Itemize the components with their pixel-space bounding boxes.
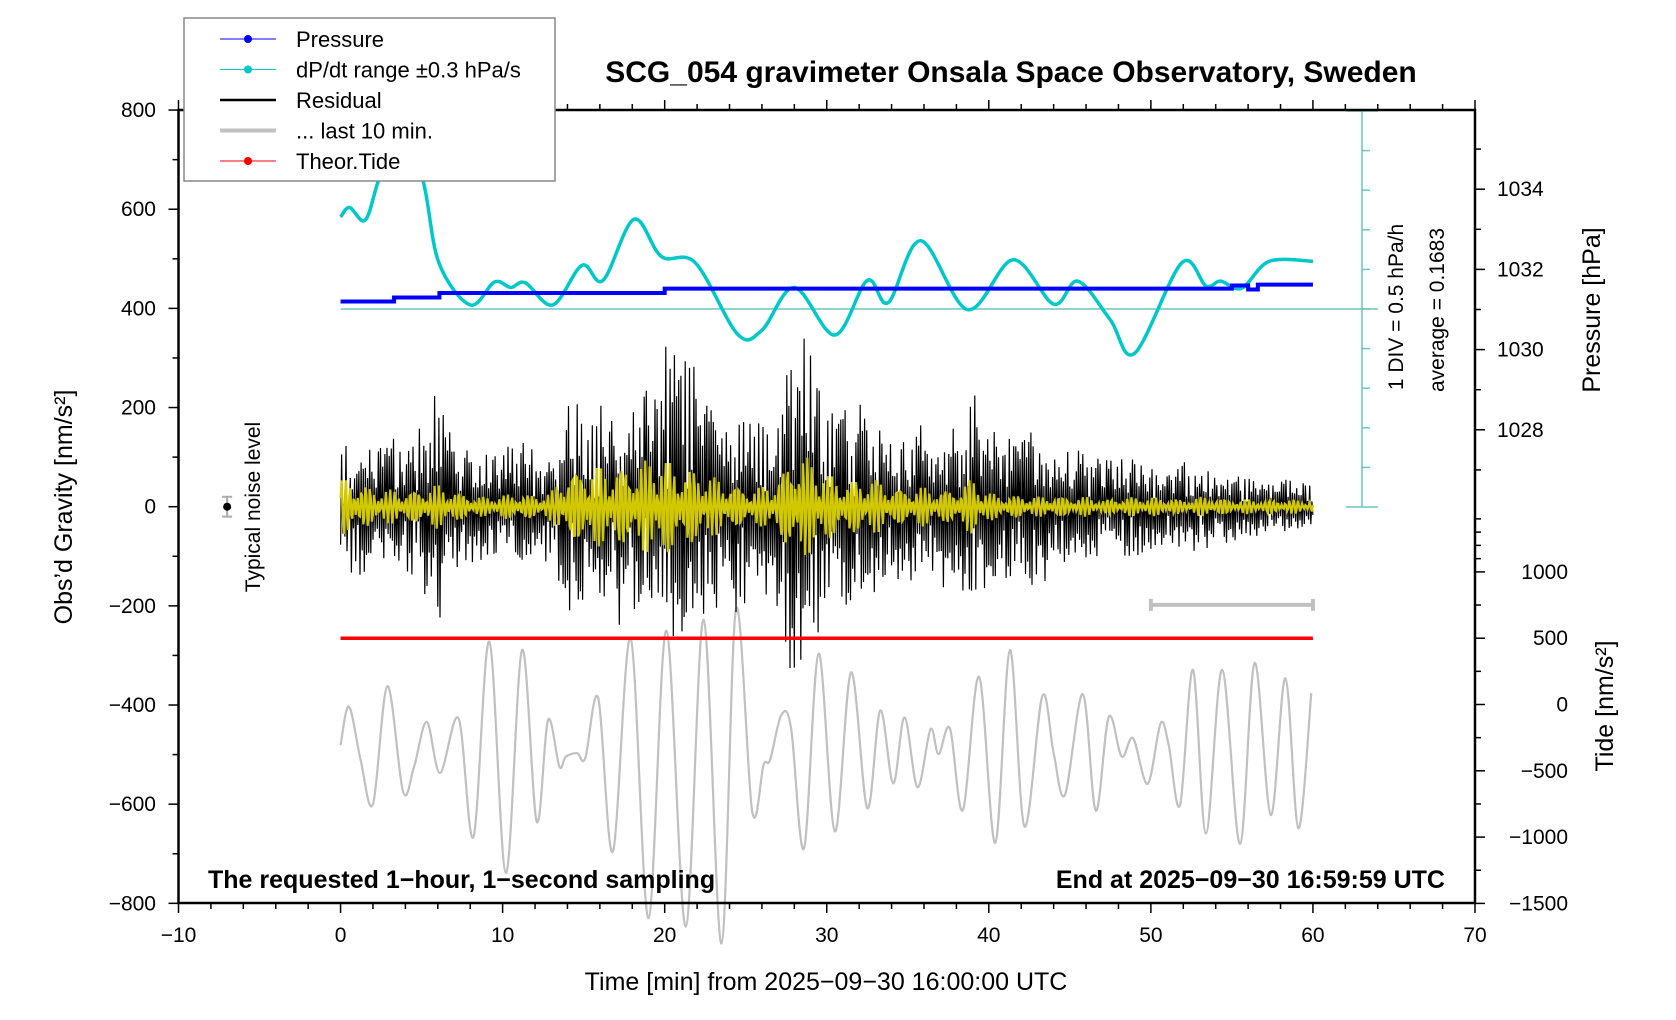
- chart-title: SCG_054 gravimeter Onsala Space Observat…: [605, 56, 1417, 89]
- y-tick-label-left: 600: [121, 198, 156, 221]
- legend-item: Theor.Tide: [220, 149, 400, 174]
- y-axis-label-left: Obs’d Gravity [nm/s²]: [50, 390, 78, 625]
- y-tick-label-left: 400: [121, 297, 156, 320]
- y-tick-label-tide: −500: [1521, 760, 1568, 783]
- legend-item: ... last 10 min.: [220, 119, 433, 144]
- y-tick-label-tide: 1000: [1521, 561, 1568, 584]
- legend-marker: [244, 157, 252, 165]
- y-tick-label-left: 0: [144, 496, 156, 519]
- y-tick-label-tide: 0: [1556, 694, 1568, 717]
- y-tick-label-pressure: 1032: [1497, 258, 1544, 281]
- legend-marker: [244, 65, 252, 74]
- x-tick-label: 20: [653, 924, 676, 947]
- legend-label: Pressure: [296, 27, 384, 52]
- y-tick-label-left: 800: [121, 99, 156, 122]
- legend: Pressure dP/dt range ±0.3 hPa/s Residual..…: [183, 17, 556, 182]
- sampling-note: The requested 1−hour, 1−second sampling: [208, 866, 715, 894]
- x-tick-label: −10: [161, 924, 197, 947]
- dpdt-line: [339, 114, 1314, 357]
- y-axis-label-tide: Tide [nm/s²]: [1591, 640, 1619, 771]
- x-axis-label: Time [min] from 2025−09−30 16:00:00 UTC: [585, 968, 1068, 996]
- legend-item: dP/dt range ±0.3 hPa/s: [220, 58, 521, 83]
- legend-item: Residual: [220, 88, 382, 113]
- x-tick-label: 70: [1463, 924, 1486, 947]
- y-tick-label-tide: 500: [1533, 627, 1568, 650]
- last-10-min-line: [339, 606, 1313, 945]
- pressure-line: [340, 282, 1313, 304]
- legend-label: ... last 10 min.: [296, 119, 433, 144]
- x-tick-label: 40: [977, 924, 1000, 947]
- legend-label: Residual: [296, 88, 382, 113]
- y-tick-label-left: 200: [121, 397, 156, 420]
- y-tick-label-left: −600: [109, 793, 156, 816]
- y-tick-label-pressure: 1028: [1497, 419, 1544, 442]
- end-note: End at 2025−09−30 16:59:59 UTC: [1056, 866, 1445, 894]
- y-tick-label-pressure: 1034: [1497, 178, 1544, 201]
- noise-level-point: [223, 502, 232, 511]
- legend-label: dP/dt range ±0.3 hPa/s: [296, 58, 521, 83]
- residual-line: [340, 338, 1314, 669]
- x-tick-label: 0: [335, 924, 347, 947]
- y-tick-label-tide: −1000: [1509, 826, 1568, 849]
- legend-item: Pressure: [220, 27, 384, 52]
- average-label: average = 0.1683: [1426, 228, 1449, 392]
- y-tick-label-tide: −1500: [1509, 892, 1568, 915]
- x-tick-label: 30: [815, 924, 838, 947]
- legend-marker: [244, 35, 252, 43]
- noise-level-label: Typical noise level: [242, 422, 265, 592]
- legend-label: Theor.Tide: [296, 149, 400, 174]
- x-tick-label: 60: [1301, 924, 1324, 947]
- residual-filtered-line: [339, 457, 1314, 555]
- dpdt-series: [339, 114, 1314, 357]
- y-axis-label-pressure: Pressure [hPa]: [1578, 227, 1606, 392]
- div-scale-label: 1 DIV = 0.5 hPa/h: [1385, 224, 1408, 390]
- y-tick-label-left: −800: [109, 892, 156, 915]
- y-tick-label-left: −400: [109, 694, 156, 717]
- x-tick-label: 50: [1139, 924, 1162, 947]
- y-tick-label-left: −200: [109, 595, 156, 618]
- y-tick-label-pressure: 1030: [1497, 339, 1544, 362]
- x-tick-label: 10: [491, 924, 514, 947]
